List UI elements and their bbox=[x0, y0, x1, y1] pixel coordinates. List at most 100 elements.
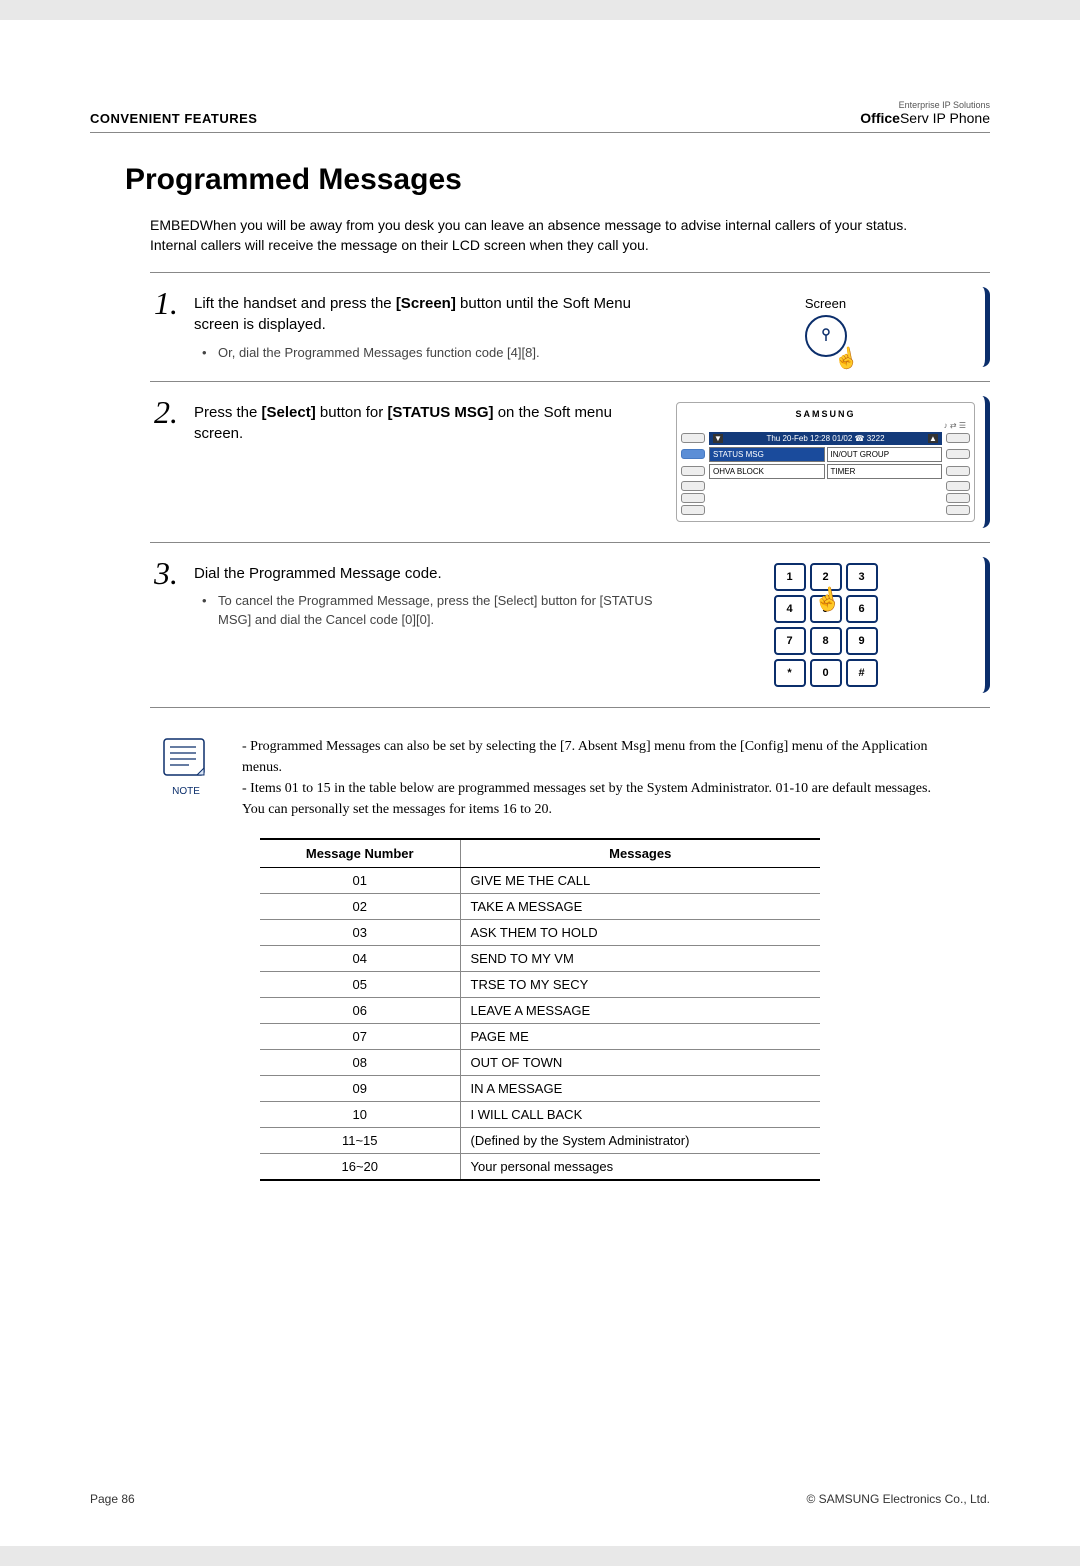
table-cell-message: GIVE ME THE CALL bbox=[460, 867, 820, 893]
table-cell-message: TAKE A MESSAGE bbox=[460, 893, 820, 919]
table-cell-number: 08 bbox=[260, 1049, 460, 1075]
step-text-bold2: [STATUS MSG] bbox=[387, 404, 493, 421]
intro-paragraph: EMBEDWhen you will be away from you desk… bbox=[150, 215, 950, 256]
step-text: Press the [Select] button for [STATUS MS… bbox=[194, 396, 654, 446]
softkey-icon bbox=[681, 493, 705, 503]
pointer-hand-icon: ☝ bbox=[832, 344, 861, 373]
table-row: 16~20Your personal messages bbox=[260, 1153, 820, 1180]
step-sub: Or, dial the Programmed Messages functio… bbox=[194, 344, 654, 363]
phone-menu-item: STATUS MSG bbox=[709, 447, 825, 462]
table-cell-number: 16~20 bbox=[260, 1153, 460, 1180]
table-cell-message: OUT OF TOWN bbox=[460, 1049, 820, 1075]
brand-subtitle: Enterprise IP Solutions bbox=[860, 100, 990, 110]
page-title: Programmed Messages bbox=[125, 163, 990, 197]
keypad-key: # bbox=[846, 659, 878, 687]
brand-tail: IP Phone bbox=[929, 110, 990, 126]
screen-button-icon: ☝ bbox=[805, 315, 847, 357]
step-text-bold: [Select] bbox=[262, 404, 316, 421]
table-row: 06LEAVE A MESSAGE bbox=[260, 997, 820, 1023]
table-row: 09IN A MESSAGE bbox=[260, 1075, 820, 1101]
softkey-icon bbox=[681, 466, 705, 476]
table-cell-number: 01 bbox=[260, 867, 460, 893]
footer-copyright: © SAMSUNG Electronics Co., Ltd. bbox=[806, 1492, 990, 1506]
screen-button-label: Screen bbox=[805, 296, 847, 311]
step-illustration: 1 2 3 4 5 6 7 8 9 * 0 # ☝ bbox=[670, 557, 990, 693]
table-cell-number: 04 bbox=[260, 945, 460, 971]
footer-page-number: Page 86 bbox=[90, 1492, 135, 1506]
table-header: Messages bbox=[460, 839, 820, 868]
softkey-icon bbox=[681, 481, 705, 491]
table-cell-number: 11~15 bbox=[260, 1127, 460, 1153]
table-cell-message: IN A MESSAGE bbox=[460, 1075, 820, 1101]
softkey-icon bbox=[946, 449, 970, 459]
brand-light: Serv bbox=[900, 110, 929, 126]
table-cell-message: LEAVE A MESSAGE bbox=[460, 997, 820, 1023]
keypad-key: 6 bbox=[846, 595, 878, 623]
step-text-pre: Dial the Programmed Message code. bbox=[194, 565, 442, 582]
keypad-key: 1 bbox=[774, 563, 806, 591]
phone-datetime: Thu 20-Feb 12:28 01/02 ☎ 3222 bbox=[766, 434, 884, 443]
table-cell-message: (Defined by the System Administrator) bbox=[460, 1127, 820, 1153]
note-line: - Items 01 to 15 in the table below are … bbox=[242, 778, 950, 820]
table-row: 08OUT OF TOWN bbox=[260, 1049, 820, 1075]
keypad-key: 8 bbox=[810, 627, 842, 655]
keypad-illustration: 1 2 3 4 5 6 7 8 9 * 0 # ☝ bbox=[774, 563, 878, 687]
phone-row-empty bbox=[681, 493, 970, 503]
keypad-key: * bbox=[774, 659, 806, 687]
phone-row-banner: ▼ Thu 20-Feb 12:28 01/02 ☎ 3222 ▲ bbox=[681, 432, 970, 445]
table-row: 01GIVE ME THE CALL bbox=[260, 867, 820, 893]
note-line: - Programmed Messages can also be set by… bbox=[242, 736, 950, 778]
table-cell-message: Your personal messages bbox=[460, 1153, 820, 1180]
table-row: 03ASK THEM TO HOLD bbox=[260, 919, 820, 945]
step-sub: To cancel the Programmed Message, press … bbox=[194, 592, 654, 630]
table-cell-message: I WILL CALL BACK bbox=[460, 1101, 820, 1127]
table-cell-number: 06 bbox=[260, 997, 460, 1023]
table-row: 07PAGE ME bbox=[260, 1023, 820, 1049]
arrow-up-icon: ▲ bbox=[928, 434, 938, 443]
keypad-key: 9 bbox=[846, 627, 878, 655]
table-row: 11~15(Defined by the System Administrato… bbox=[260, 1127, 820, 1153]
table-cell-number: 05 bbox=[260, 971, 460, 997]
softkey-icon bbox=[681, 505, 705, 515]
table-cell-message: PAGE ME bbox=[460, 1023, 820, 1049]
step-1: 1. Lift the handset and press the [Scree… bbox=[150, 272, 990, 381]
step-2: 2. Press the [Select] button for [STATUS… bbox=[150, 381, 990, 542]
step-text-pre: Press the bbox=[194, 404, 262, 421]
table-cell-number: 02 bbox=[260, 893, 460, 919]
table-cell-number: 03 bbox=[260, 919, 460, 945]
table-header: Message Number bbox=[260, 839, 460, 868]
step-number: 3. bbox=[150, 557, 178, 589]
phone-row-menu: STATUS MSG IN/OUT GROUP bbox=[681, 447, 970, 462]
table-cell-message: ASK THEM TO HOLD bbox=[460, 919, 820, 945]
table-cell-message: SEND TO MY VM bbox=[460, 945, 820, 971]
step-3: 3. Dial the Programmed Message code. To … bbox=[150, 542, 990, 708]
screen-button-illustration: Screen ☝ bbox=[805, 296, 847, 357]
note-label: NOTE bbox=[150, 786, 222, 797]
step-text-post: button for bbox=[320, 404, 388, 421]
phone-menu-item: TIMER bbox=[827, 464, 943, 479]
pointer-hand-icon: ☝ bbox=[811, 584, 843, 614]
phone-lcd-screen: SAMSUNG ♪ ⇄ ☰ ▼ Thu 20-Feb 12:28 01/02 ☎… bbox=[676, 402, 975, 522]
brand-block: Enterprise IP Solutions OfficeServ IP Ph… bbox=[860, 100, 990, 126]
page-header: CONVENIENT FEATURES Enterprise IP Soluti… bbox=[90, 100, 990, 133]
step-number: 2. bbox=[150, 396, 178, 428]
softkey-icon bbox=[681, 433, 705, 443]
note-icon: NOTE bbox=[150, 736, 222, 797]
step-text: Lift the handset and press the [Screen] … bbox=[194, 287, 654, 363]
arrow-down-icon: ▼ bbox=[713, 434, 723, 443]
note-block: NOTE - Programmed Messages can also be s… bbox=[150, 736, 990, 820]
keypad-key: 7 bbox=[774, 627, 806, 655]
phone-menu-grid: OHVA BLOCK TIMER bbox=[709, 464, 942, 479]
phone-row-empty bbox=[681, 505, 970, 515]
step-text-bold: [Screen] bbox=[396, 295, 456, 312]
step-illustration: SAMSUNG ♪ ⇄ ☰ ▼ Thu 20-Feb 12:28 01/02 ☎… bbox=[670, 396, 990, 528]
messages-table: Message Number Messages 01GIVE ME THE CA… bbox=[260, 838, 820, 1181]
table-row: 02TAKE A MESSAGE bbox=[260, 893, 820, 919]
phone-menu-item: OHVA BLOCK bbox=[709, 464, 825, 479]
table-header-row: Message Number Messages bbox=[260, 839, 820, 868]
softkey-icon bbox=[946, 481, 970, 491]
softkey-select-icon bbox=[681, 449, 705, 459]
brand-bold: Office bbox=[860, 110, 900, 126]
brand-main: OfficeServ IP Phone bbox=[860, 110, 990, 126]
note-text: - Programmed Messages can also be set by… bbox=[242, 736, 990, 820]
